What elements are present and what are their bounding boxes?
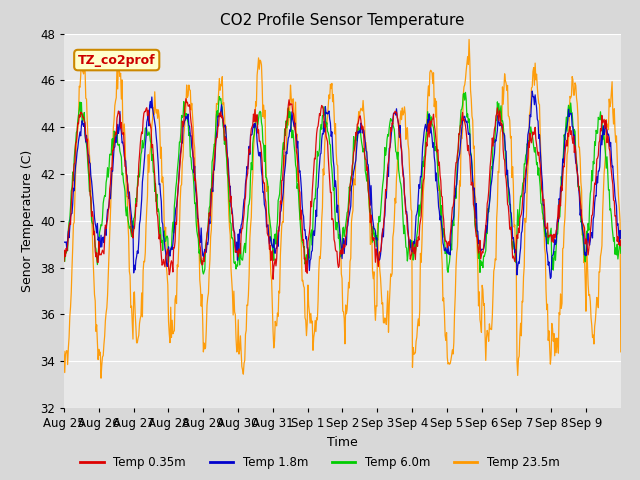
Y-axis label: Senor Temperature (C): Senor Temperature (C): [21, 150, 35, 292]
X-axis label: Time: Time: [327, 435, 358, 449]
Title: CO2 Profile Sensor Temperature: CO2 Profile Sensor Temperature: [220, 13, 465, 28]
Legend: Temp 0.35m, Temp 1.8m, Temp 6.0m, Temp 23.5m: Temp 0.35m, Temp 1.8m, Temp 6.0m, Temp 2…: [76, 452, 564, 474]
Text: TZ_co2prof: TZ_co2prof: [78, 54, 156, 67]
